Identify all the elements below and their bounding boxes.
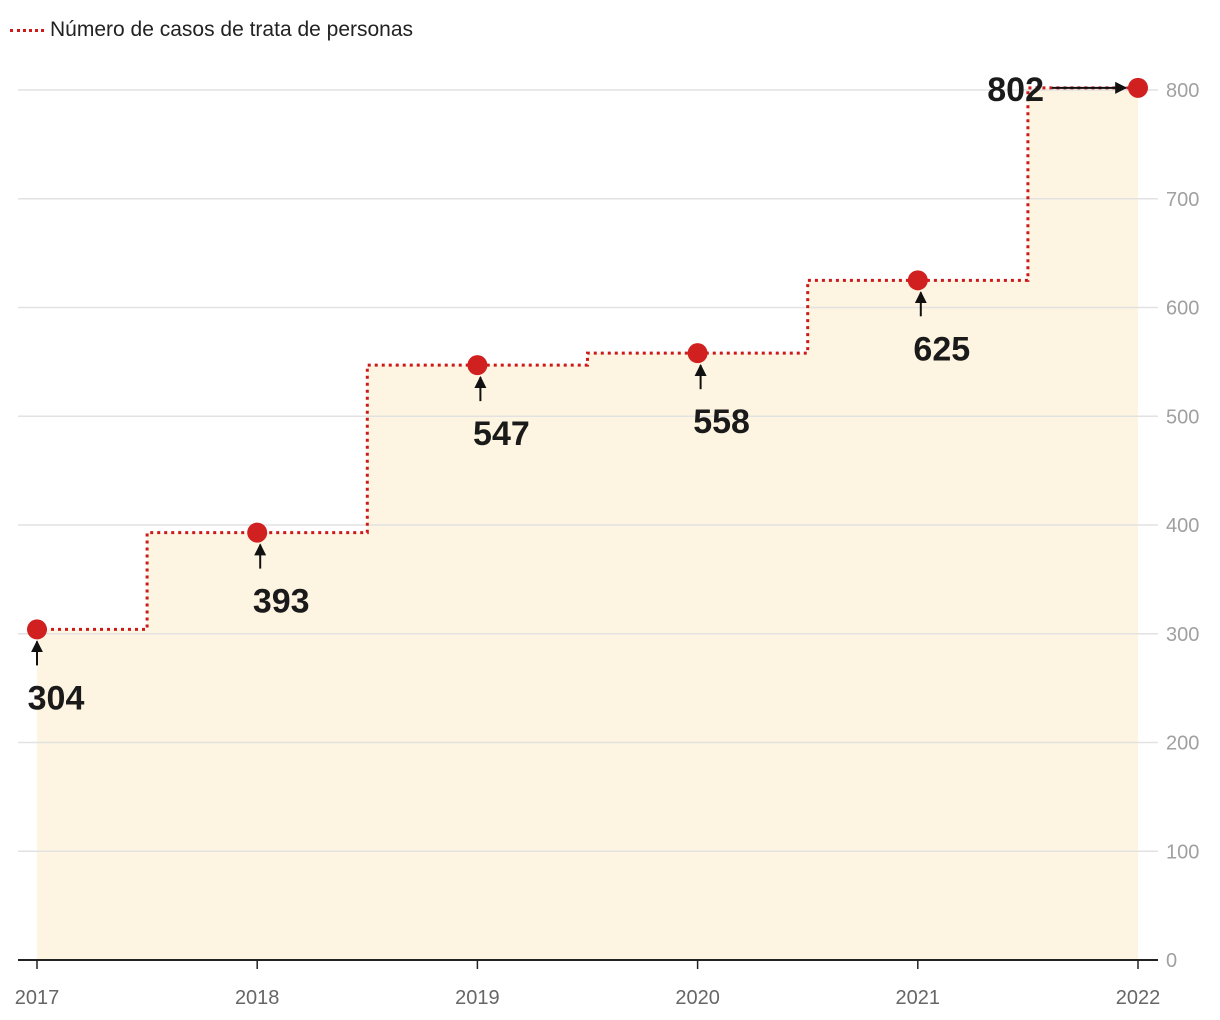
area-layer — [37, 87, 1138, 960]
x-tick-label: 2019 — [455, 987, 500, 1009]
data-label: 625 — [913, 330, 970, 368]
y-tick-label: 200 — [1166, 733, 1199, 755]
y-tick-label: 800 — [1166, 80, 1199, 102]
series-line — [37, 86, 1138, 631]
x-tick-label: 2022 — [1116, 987, 1161, 1009]
data-point-marker — [687, 343, 708, 364]
grid-layer: 0 100 200 300 400 500 600 700 800 — [18, 80, 1199, 972]
data-point-marker — [1128, 77, 1148, 98]
data-point-marker — [467, 355, 488, 376]
x-tick-label: 2017 — [15, 987, 60, 1009]
data-label: 558 — [693, 403, 750, 441]
data-point-marker — [27, 619, 47, 640]
x-tick-label: 2021 — [896, 987, 941, 1009]
data-label: 393 — [253, 583, 310, 621]
area-fill — [37, 87, 1138, 960]
legend-label: Número de casos de trata de personas — [50, 18, 414, 41]
data-label: 802 — [987, 71, 1044, 109]
data-point-marker — [907, 270, 928, 291]
x-tick-label: 2018 — [235, 987, 280, 1009]
y-tick-label: 300 — [1166, 624, 1199, 646]
y-tick-label: 400 — [1166, 515, 1199, 537]
data-label: 547 — [473, 415, 530, 453]
y-tick-label: 0 — [1166, 950, 1177, 972]
axes-layer: 2017 2018 2019 2020 2021 2022 — [15, 959, 1161, 1009]
y-tick-label: 100 — [1166, 841, 1199, 863]
legend-swatch — [10, 28, 44, 32]
x-tick-label: 2020 — [675, 987, 720, 1009]
data-label: 304 — [28, 679, 85, 717]
arrows-layer — [31, 81, 1128, 666]
markers-layer — [27, 77, 1148, 640]
legend: Número de casos de trata de personas — [10, 18, 413, 42]
line-layer — [37, 86, 1138, 631]
y-tick-label: 500 — [1166, 406, 1199, 428]
y-tick-label: 600 — [1166, 298, 1199, 320]
labels-layer: 304 393 547 558 625 802 — [28, 71, 1044, 718]
y-tick-label: 700 — [1166, 189, 1199, 211]
data-point-marker — [247, 522, 268, 543]
